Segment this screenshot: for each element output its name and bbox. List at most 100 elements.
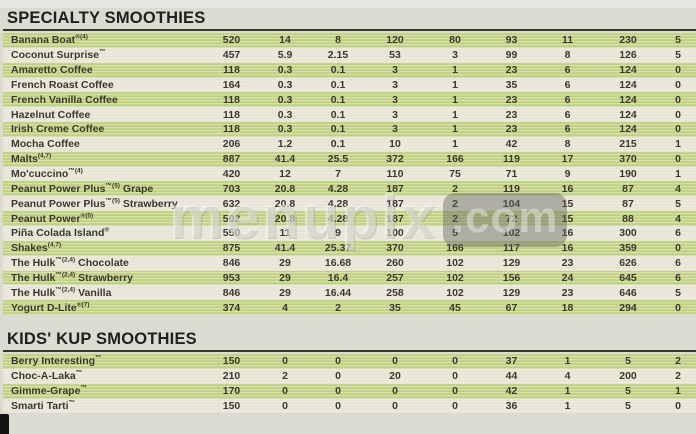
value-cell: 18 (561, 301, 574, 314)
value-cell: 93 (505, 34, 518, 47)
value-cell: 37 (505, 355, 518, 368)
value-cell: 9 (564, 168, 571, 181)
value-cell: 5 (675, 197, 681, 210)
value-cell: 646 (619, 286, 637, 299)
value-cell: 17 (561, 153, 574, 166)
table-row: The Hulk™(2,4) Vanilla 846 29 16.44 258 102 12… (3, 285, 696, 301)
value-cell: 4 (675, 182, 681, 195)
table-row: Gimme-Grape™ 170 0 0 0 0 42 1 5 1 (3, 383, 696, 399)
value-cell: 953 (222, 271, 241, 284)
value-cell: 23 (505, 93, 518, 106)
table-row: Peanut Power®(5) 502 20.8 4.28 187 2 72 15 88 4 (3, 211, 696, 226)
value-cell: 420 (222, 168, 241, 181)
value-cell: 87 (622, 182, 634, 195)
value-cell: 8 (564, 138, 571, 151)
value-cell: 210 (222, 370, 241, 383)
value-cell: 457 (222, 49, 241, 62)
value-cell: 0 (675, 153, 681, 166)
value-cell: 25.37 (324, 242, 352, 255)
value-cell: 16.68 (324, 257, 352, 270)
table-row: Hazelnut Coffee 118 0.3 0.1 3 1 23 6 124 0 (3, 107, 696, 123)
value-cell: 520 (222, 34, 241, 47)
table-row: Malts(4,7) 887 41.4 25.5 372 166 119 17 370 0 (3, 151, 696, 167)
value-cell: 124 (619, 108, 637, 121)
value-cell: 1 (564, 385, 571, 398)
value-cell: 110 (386, 168, 404, 181)
value-cell: 72 (505, 212, 518, 225)
item-name: Peanut Power Plus™(5) Grape (11, 182, 154, 195)
value-cell: 0.1 (330, 93, 346, 106)
value-cell: 4.28 (327, 212, 349, 225)
value-cell: 102 (446, 271, 464, 284)
value-cell: 120 (386, 34, 404, 47)
value-cell: 370 (386, 242, 404, 255)
value-cell: 1 (675, 138, 681, 151)
value-cell: 67 (505, 301, 518, 314)
value-cell: 118 (223, 123, 240, 136)
value-cell: 0.3 (277, 93, 293, 106)
value-cell: 0 (675, 78, 681, 91)
value-cell: 15 (561, 197, 574, 210)
value-cell: 0 (675, 123, 681, 136)
table-row: Smarti Tarti™ 150 0 0 0 0 36 1 5 0 (3, 398, 696, 414)
value-cell: 6 (675, 271, 681, 284)
value-cell: 0 (452, 399, 458, 412)
value-cell: 4.28 (327, 182, 349, 195)
value-cell: 0 (392, 355, 398, 368)
value-cell: 5 (625, 399, 631, 412)
menu-section: KIDS' KUP SMOOTHIES Berry Interesting™ 15… (3, 330, 696, 414)
value-cell: 35 (389, 301, 401, 314)
value-cell: 0 (335, 355, 341, 368)
item-name: Coconut Surprise™ (11, 49, 106, 62)
value-cell: 1 (452, 93, 458, 106)
value-cell: 16 (561, 227, 574, 240)
item-name: Smarti Tarti™ (11, 399, 76, 412)
value-cell: 0 (282, 385, 288, 398)
value-cell: 75 (449, 168, 461, 181)
value-cell: 0.1 (330, 138, 346, 151)
value-cell: 370 (619, 153, 637, 166)
value-cell: 150 (222, 399, 241, 412)
value-cell: 200 (619, 370, 637, 383)
value-cell: 0 (452, 385, 458, 398)
value-cell: 0 (392, 399, 398, 412)
item-name: Shakes(4,7) (11, 242, 62, 255)
value-cell: 53 (389, 49, 401, 62)
scan-artifact-mark (0, 414, 9, 434)
value-cell: 6 (675, 227, 681, 240)
section-rows: Berry Interesting™ 150 0 0 0 0 37 1 5 2 Choc-A-Lak… (3, 354, 696, 414)
value-cell: 0.3 (277, 108, 293, 121)
value-cell: 1 (675, 168, 681, 181)
value-cell: 6 (564, 123, 571, 136)
value-cell: 12 (279, 168, 291, 181)
table-row: Berry Interesting™ 150 0 0 0 0 37 1 5 2 (3, 354, 696, 369)
value-cell: 1 (452, 64, 458, 77)
value-cell: 42 (505, 385, 518, 398)
value-cell: 45 (449, 301, 461, 314)
value-cell: 846 (222, 257, 241, 270)
item-name: Peanut Power®(5) (11, 212, 94, 225)
value-cell: 5 (625, 355, 631, 368)
value-cell: 129 (502, 286, 521, 299)
value-cell: 4 (282, 301, 288, 314)
value-cell: 104 (502, 197, 521, 210)
value-cell: 2 (335, 301, 341, 314)
value-cell: 359 (619, 242, 637, 255)
value-cell: 166 (446, 242, 464, 255)
value-cell: 164 (222, 78, 241, 91)
value-cell: 0 (675, 242, 681, 255)
value-cell: 150 (222, 355, 241, 368)
value-cell: 2 (452, 182, 458, 195)
value-cell: 4 (675, 212, 681, 225)
value-cell: 102 (502, 227, 521, 240)
item-name: French Vanilla Coffee (11, 93, 118, 106)
value-cell: 124 (619, 64, 637, 77)
value-cell: 36 (505, 399, 518, 412)
table-row: French Vanilla Coffee 118 0.3 0.1 3 1 23 6 124 0 (3, 92, 696, 108)
item-name: Malts(4,7) (11, 153, 52, 166)
value-cell: 102 (446, 286, 464, 299)
value-cell: 0 (282, 355, 288, 368)
value-cell: 80 (449, 34, 461, 47)
item-name: Gimme-Grape™ (11, 385, 87, 398)
value-cell: 117 (503, 242, 520, 255)
